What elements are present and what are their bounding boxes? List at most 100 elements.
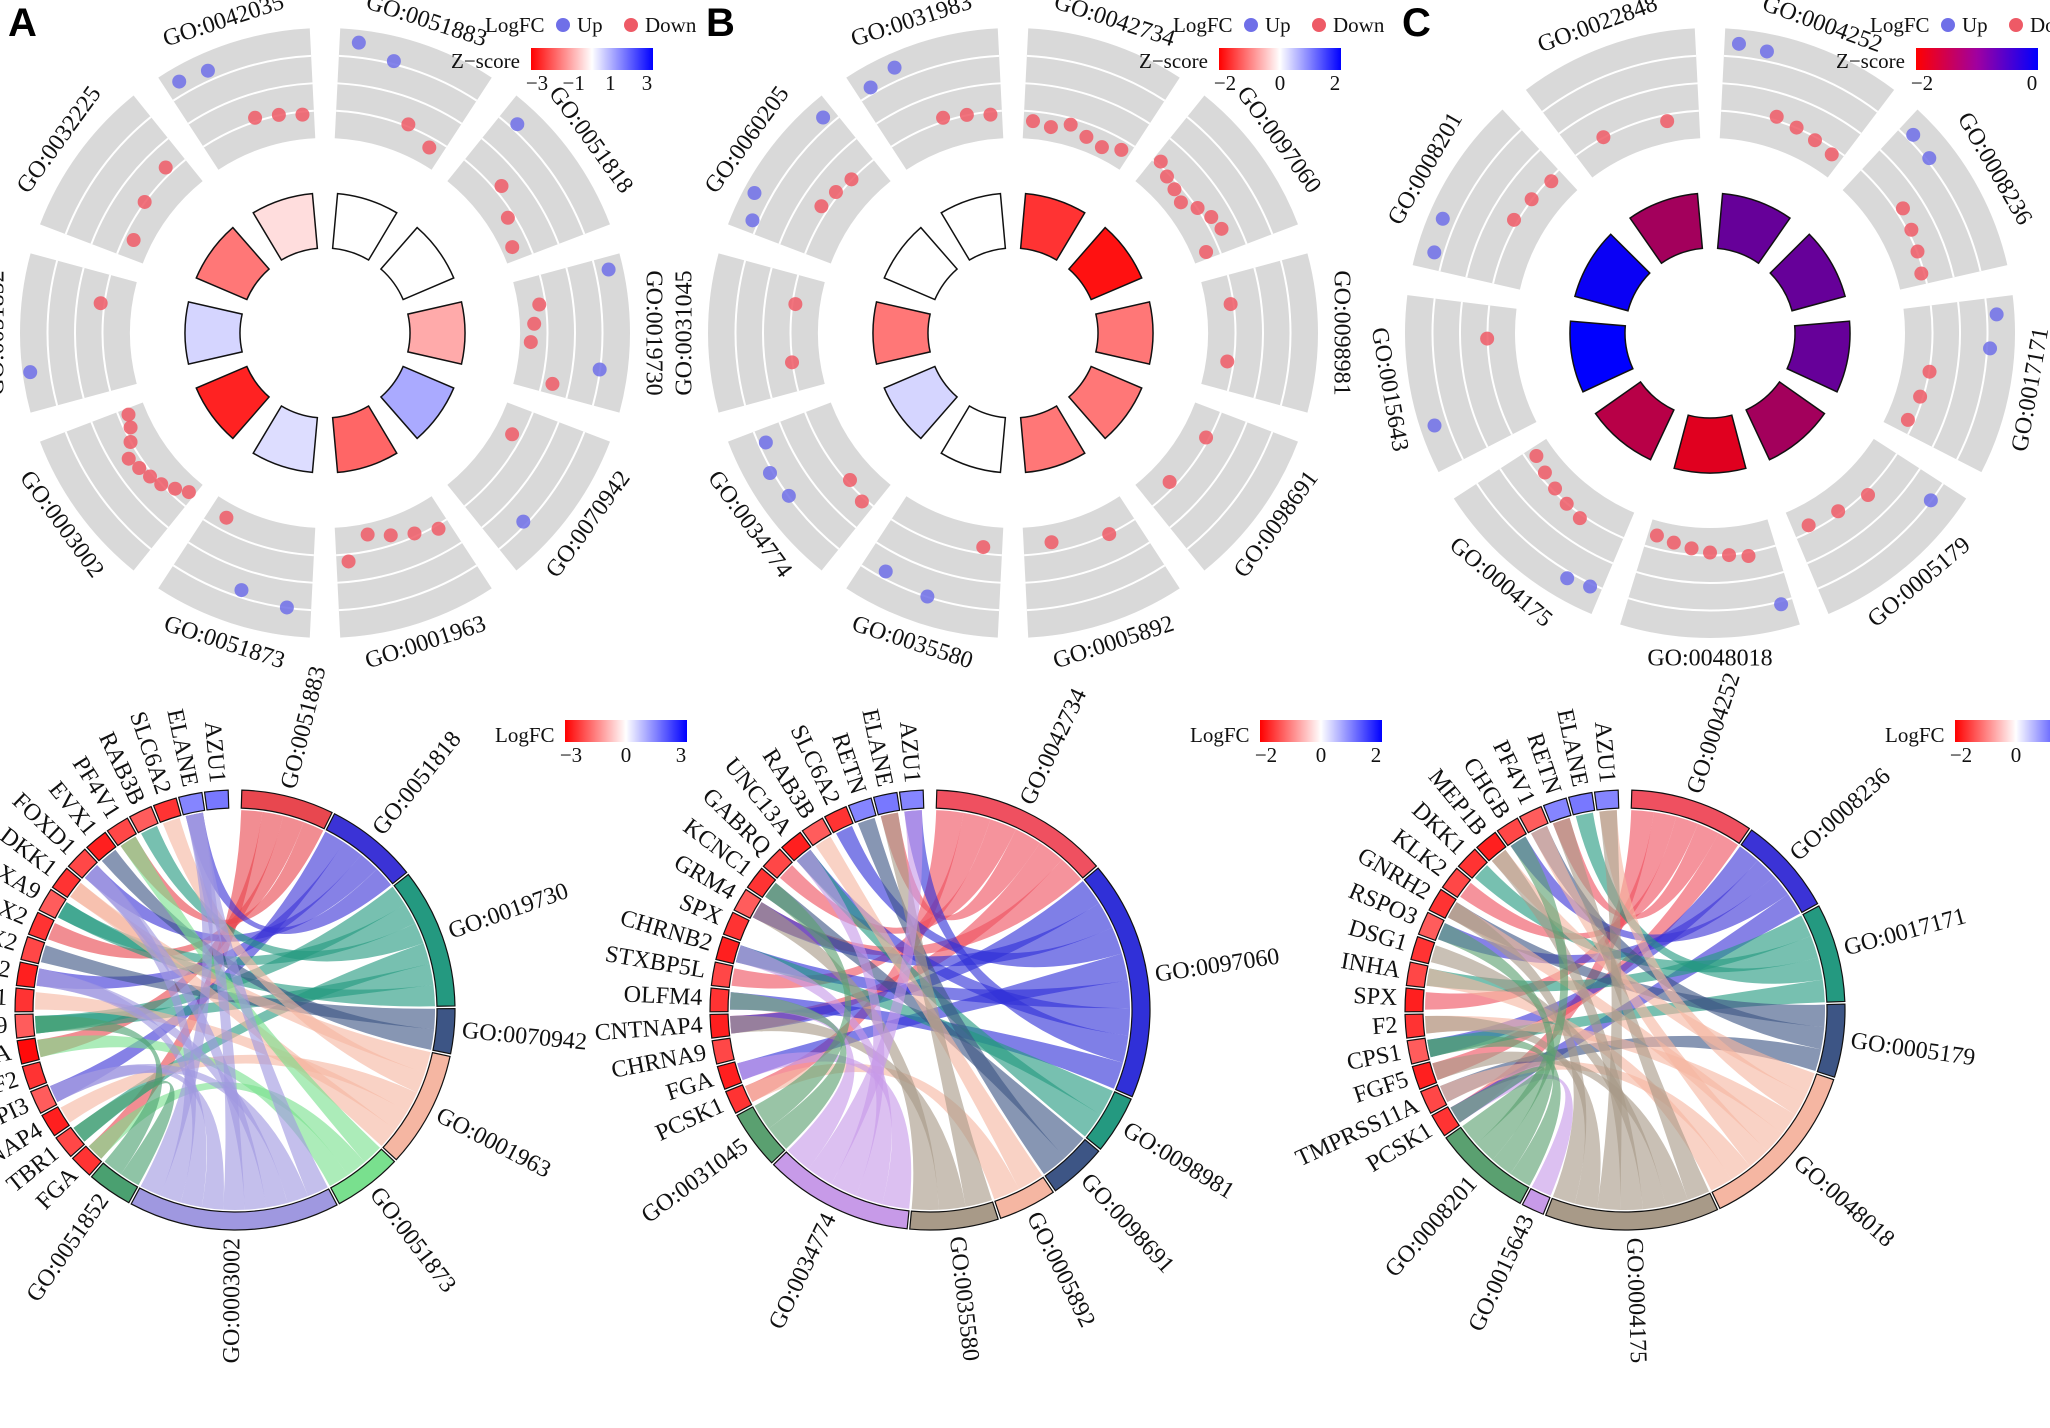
gene-point: [788, 297, 803, 312]
gene-point: [762, 466, 777, 481]
chord-ribbon: [754, 882, 852, 1129]
term-arc: [325, 812, 408, 885]
track-gridline: [1169, 421, 1248, 529]
gene-arc: [128, 805, 159, 834]
gene-point: [1529, 448, 1544, 463]
gene-point: [1560, 571, 1575, 586]
gene-arc: [1404, 1013, 1426, 1039]
gene-point: [1649, 528, 1664, 543]
gene-point: [1774, 597, 1789, 612]
gene-point: [1910, 244, 1925, 259]
gene-arc: [722, 911, 750, 942]
gene-point: [1923, 493, 1938, 508]
gocircle-panel-b: GO:0042734GO:0097060GO:0098981GO:0098691…: [672, 0, 1385, 674]
gene-point: [1220, 354, 1235, 369]
gene-arc: [1567, 791, 1596, 816]
gene-point: [758, 435, 773, 450]
gene-point: [383, 528, 398, 543]
track-gridline: [337, 82, 463, 125]
track-gridline: [778, 137, 857, 245]
zscore-bar: [872, 300, 932, 366]
gene-point: [1722, 548, 1737, 563]
term-arc: [736, 1106, 786, 1164]
term-track: [1883, 295, 2015, 473]
track-gridline: [804, 158, 875, 255]
gene-point: [878, 564, 893, 579]
chord-ribbon: [857, 817, 1065, 1175]
gene-point: [785, 355, 800, 370]
gocircle-panel-c: GO:0004252GO:0008236GO:0017171GO:0005179…: [1366, 0, 2050, 672]
legend-up-dot: [1244, 18, 1258, 32]
color-scale-tick: 0: [1275, 71, 1286, 95]
track-gridline: [1024, 109, 1136, 148]
track-gridline: [1024, 518, 1136, 557]
gene-point: [1162, 474, 1177, 489]
color-scale-bar: [531, 48, 653, 70]
gene-point: [1572, 511, 1587, 526]
gene-point: [219, 510, 234, 525]
gene-point: [505, 427, 520, 442]
gene-point: [121, 407, 136, 422]
gene-arc: [872, 791, 901, 816]
term-label: GO:0035580: [944, 1235, 984, 1362]
chord-ribbon: [88, 810, 263, 1159]
chord-ribbon: [1425, 1015, 1601, 1209]
gene-arc: [55, 1126, 86, 1158]
chord-ribbon: [185, 812, 392, 934]
zscore-bar: [883, 226, 959, 301]
gene-point: [1989, 307, 2004, 322]
gene-point: [510, 117, 525, 132]
chord-ribbon: [735, 945, 1113, 1115]
chord-ribbon: [779, 819, 1016, 934]
gene-arc: [106, 817, 138, 847]
track-gridline: [1253, 267, 1264, 399]
chord-ribbon: [731, 812, 991, 989]
term-label: GO:0051818: [367, 727, 466, 841]
gene-point: [158, 160, 173, 175]
gene-point: [1731, 36, 1746, 51]
gene-point: [1559, 496, 1574, 511]
track-gridline: [187, 541, 313, 584]
gene-arc: [51, 867, 82, 899]
term-arc: [909, 1201, 999, 1231]
gene-point: [592, 362, 607, 377]
gene-point: [1824, 147, 1839, 162]
color-scale-tick: 0: [1316, 743, 1327, 767]
legend-title: LogFC: [495, 723, 555, 747]
term-label: GO:0015643: [1464, 1211, 1540, 1336]
legend-title: LogFC: [1885, 723, 1945, 747]
gene-arc: [27, 911, 55, 942]
chord-ribbon: [796, 849, 885, 1196]
track-gridline: [789, 274, 800, 392]
chord-ribbon: [50, 1064, 309, 1203]
gene-point: [1190, 200, 1205, 215]
gene-point: [1922, 364, 1937, 379]
gene-point: [200, 63, 215, 78]
gene-arc: [1496, 817, 1528, 847]
term-arc: [1802, 905, 1846, 1003]
color-scale-bar: [565, 720, 687, 742]
term-arc: [432, 1007, 456, 1055]
chord-ribbon: [730, 992, 847, 1149]
chord-ribbon: [1552, 817, 1719, 920]
gene-point: [747, 186, 762, 201]
gene-point: [1079, 129, 1094, 144]
chord-ribbon: [84, 854, 377, 942]
gene-arc: [1417, 911, 1445, 942]
gene-arc: [762, 848, 794, 879]
color-scale-tick: 0: [2027, 71, 2038, 95]
term-arc: [994, 1176, 1055, 1220]
legend-down-dot: [1312, 18, 1326, 32]
gene-point: [1914, 266, 1929, 281]
gene-point: [1025, 114, 1040, 129]
gene-point: [1480, 331, 1495, 346]
gene-point: [1861, 488, 1876, 503]
track-gridline: [481, 421, 560, 529]
legend-up-dot: [556, 18, 570, 32]
gene-point: [494, 179, 509, 194]
gene-point: [1199, 245, 1214, 260]
gene-arc: [21, 1061, 48, 1090]
gene-arc: [1518, 805, 1549, 834]
chord-ribbon: [101, 849, 435, 1050]
gene-point: [143, 469, 158, 484]
